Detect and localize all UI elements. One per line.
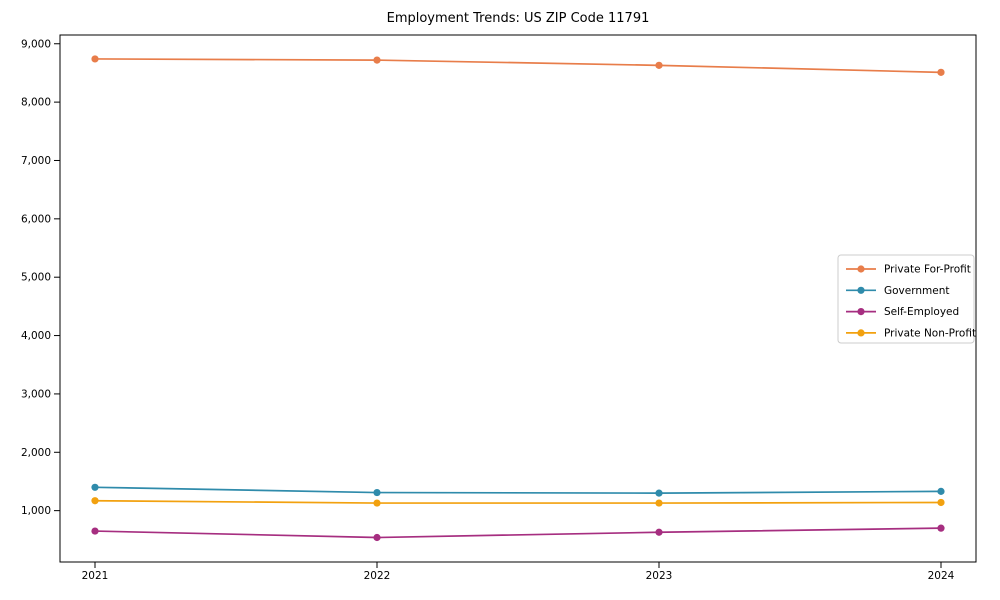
- y-tick-label: 8,000: [21, 97, 51, 109]
- series-line-government: [94, 486, 942, 494]
- y-tick-label: 3,000: [21, 388, 51, 400]
- legend-label: Self-Employed: [884, 306, 959, 318]
- data-point-private-for-profit: [937, 68, 945, 76]
- y-tick-label: 6,000: [21, 213, 51, 225]
- axes-layer: 1,000 2,000 3,000 4,000 5,000 6,000 7,000 8,000…: [21, 34, 977, 582]
- data-point-private-for-profit: [655, 61, 663, 69]
- y-tick-label: 9,000: [21, 38, 51, 50]
- legend-item-government: Government: [846, 285, 949, 297]
- legend-marker-dot: [857, 286, 865, 294]
- data-point-government: [937, 487, 945, 495]
- y-tick-label: 4,000: [21, 330, 51, 342]
- x-tick-label: 2024: [928, 570, 955, 582]
- y-tick-label: 2,000: [21, 447, 51, 459]
- x-tick-label: 2021: [82, 570, 109, 582]
- series-layer: [91, 55, 945, 542]
- y-tick-label: 7,000: [21, 155, 51, 167]
- data-point-self-employed: [373, 533, 381, 542]
- data-point-self-employed: [91, 527, 99, 535]
- data-point-government: [373, 488, 381, 497]
- legend-item-private-for-profit: Private For-Profit: [846, 264, 971, 276]
- legend-marker-dot: [857, 329, 865, 337]
- legend-label: Private For-Profit: [884, 264, 971, 276]
- data-point-private-for-profit: [91, 55, 99, 63]
- legend-marker-dot: [857, 265, 865, 273]
- legend: Private For-Profit Government Self-Employe…: [837, 254, 976, 344]
- data-point-private-non-profit: [373, 499, 381, 507]
- data-point-self-employed: [937, 524, 945, 532]
- plot-frame: [59, 34, 977, 563]
- data-point-private-non-profit: [937, 498, 945, 507]
- x-tick-label: 2022: [364, 570, 391, 582]
- data-point-private-non-profit: [655, 499, 663, 507]
- chart-title: Employment Trends: US ZIP Code 11791: [387, 11, 650, 26]
- data-point-government: [91, 483, 99, 491]
- data-point-private-for-profit: [373, 56, 381, 64]
- legend-label: Government: [884, 285, 949, 297]
- series-line-private-non-profit: [94, 499, 942, 504]
- series-line-self-employed: [94, 527, 942, 539]
- series-line-private-for-profit: [94, 58, 942, 74]
- legend-marker-dot: [857, 308, 865, 316]
- y-tick-label: 1,000: [21, 505, 51, 517]
- legend-item-private-non-profit: Private Non-Profit: [846, 327, 976, 339]
- legend-item-self-employed: Self-Employed: [846, 306, 959, 318]
- legend-label: Private Non-Profit: [884, 327, 976, 339]
- data-point-self-employed: [655, 528, 663, 536]
- x-tick-label: 2023: [646, 570, 673, 582]
- data-point-private-non-profit: [91, 497, 99, 505]
- y-tick-label: 5,000: [21, 272, 51, 284]
- data-point-government: [655, 489, 663, 497]
- legend-box: [837, 254, 975, 344]
